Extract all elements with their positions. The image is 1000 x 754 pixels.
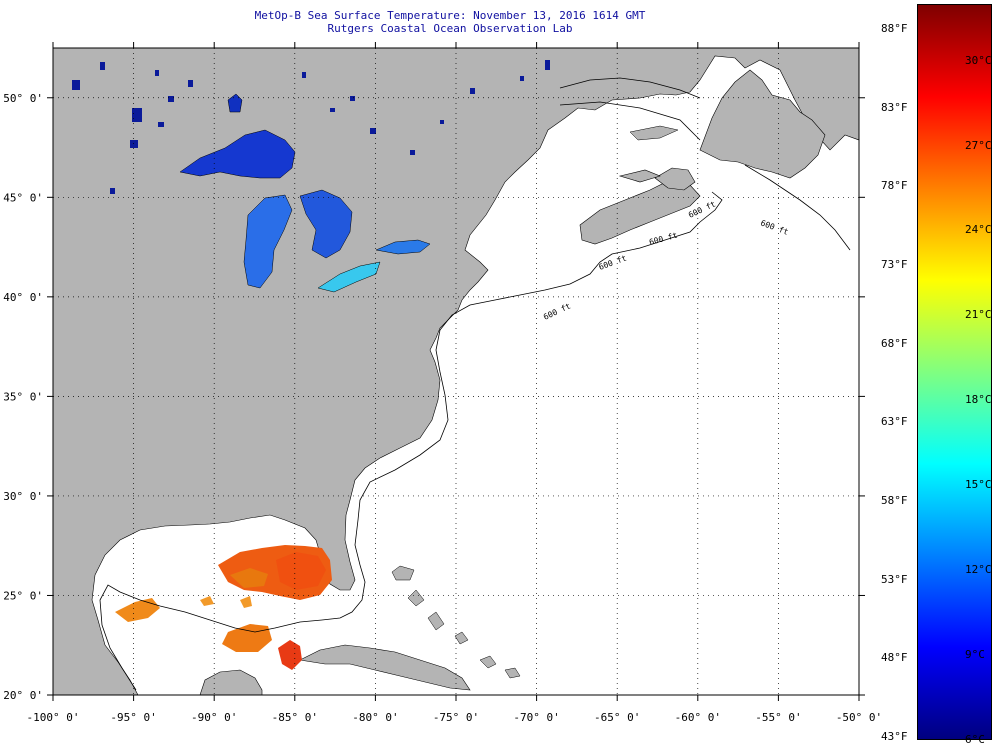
lat-tick-label: 25° 0' (3, 589, 43, 602)
colorbar-celsius-label: 27°C (965, 138, 992, 152)
colorbar-fahrenheit-label: 73°F (881, 258, 908, 272)
newfoundland-land (699, 69, 826, 179)
colorbar-fahrenheit-label: 78°F (881, 179, 908, 193)
colorbar-fahrenheit-label: 48°F (881, 651, 908, 665)
colorbar-celsius-label: 21°C (965, 308, 992, 322)
bahamas-islands (391, 565, 521, 679)
bathymetry-contours (99, 77, 851, 691)
lat-tick-label: 50° 0' (3, 92, 43, 105)
colorbar-fahrenheit-label: 68°F (881, 336, 908, 350)
sst-gulf-observations (115, 545, 332, 670)
small-lakes (72, 60, 550, 194)
lon-tick-label: -80° 0' (352, 711, 398, 724)
map-subtitle: Rutgers Coastal Ocean Observation Lab (327, 22, 573, 35)
colorbar-gradient (917, 4, 992, 740)
cape-breton-land (654, 167, 696, 191)
lake-huron (299, 189, 353, 259)
colorbar-celsius-label: 9°C (965, 648, 985, 662)
yucatan-land (199, 669, 263, 695)
colorbar-fahrenheit-label: 43°F (881, 729, 908, 743)
lake-ontario (375, 239, 431, 255)
map-title: MetOp-B Sea Surface Temperature: Novembe… (254, 9, 646, 22)
lat-tick-label: 20° 0' (3, 689, 43, 702)
lon-tick-label: -85° 0' (272, 711, 318, 724)
anticosti-land (629, 125, 679, 141)
lon-tick-label: -50° 0' (836, 711, 882, 724)
lon-tick-label: -60° 0' (675, 711, 721, 724)
colorbar-celsius-label: 12°C (965, 563, 992, 577)
pei-land (618, 169, 661, 183)
colorbar: 30°C 27°C 24°C 21°C 18°C 15°C 12°C 9°C 6°C 88°F 83… (881, 4, 992, 746)
colorbar-celsius-label: 30°C (965, 53, 992, 67)
lake-nipigon (227, 93, 243, 113)
lake-erie (317, 261, 381, 293)
lon-tick-label: -65° 0' (594, 711, 640, 724)
colorbar-fahrenheit-label: 58°F (881, 493, 908, 507)
cuba-land (299, 644, 471, 691)
lon-tick-label: -100° 0' (27, 711, 80, 724)
nova-scotia-land (579, 179, 701, 245)
colorbar-fahrenheit-label: 88°F (881, 22, 908, 36)
colorbar-fahrenheit-label: 63°F (881, 415, 908, 429)
colorbar-celsius-label: 15°C (965, 478, 992, 492)
lon-tick-label: -75° 0' (433, 711, 479, 724)
colorbar-celsius-label: 6°C (965, 733, 985, 746)
lat-tick-label: 45° 0' (3, 191, 43, 204)
lon-tick-label: -90° 0' (191, 711, 237, 724)
axis-ticks: -100° 0' -95° 0' -90° 0' -85° 0' -80° 0' -75°… (3, 42, 882, 724)
colorbar-fahrenheit-label: 83°F (881, 100, 908, 114)
lat-tick-label: 30° 0' (3, 490, 43, 503)
colorbar-celsius-label: 18°C (965, 393, 992, 407)
lon-tick-label: -70° 0' (513, 711, 559, 724)
lake-michigan (243, 194, 293, 289)
lon-tick-label: -95° 0' (110, 711, 156, 724)
lat-tick-label: 35° 0' (3, 390, 43, 403)
lat-tick-label: 40° 0' (3, 291, 43, 304)
great-lakes (179, 93, 431, 293)
colorbar-fahrenheit-label: 53°F (881, 572, 908, 586)
lon-tick-label: -55° 0' (755, 711, 801, 724)
colorbar-celsius-label: 24°C (965, 223, 992, 237)
lake-superior (179, 129, 296, 179)
